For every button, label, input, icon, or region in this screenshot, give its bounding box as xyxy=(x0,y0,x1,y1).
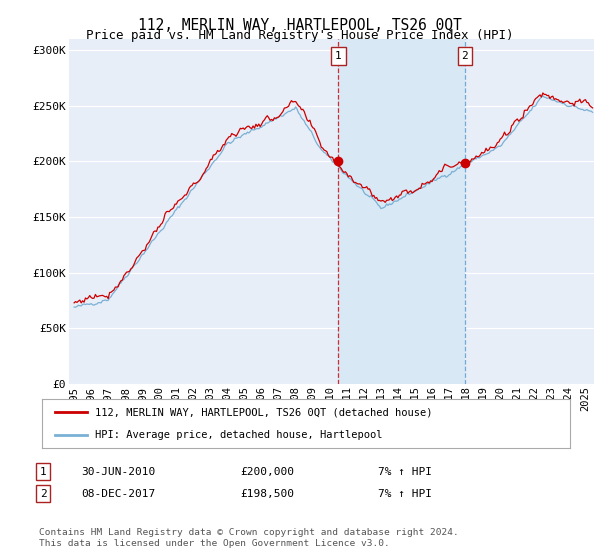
Text: £200,000: £200,000 xyxy=(240,466,294,477)
Text: 1: 1 xyxy=(40,466,47,477)
Bar xyxy=(338,39,465,384)
Text: Contains HM Land Registry data © Crown copyright and database right 2024.
This d: Contains HM Land Registry data © Crown c… xyxy=(39,528,459,548)
Text: £198,500: £198,500 xyxy=(240,489,294,499)
Text: 08-DEC-2017: 08-DEC-2017 xyxy=(81,489,155,499)
Text: Price paid vs. HM Land Registry's House Price Index (HPI): Price paid vs. HM Land Registry's House … xyxy=(86,29,514,42)
Text: HPI: Average price, detached house, Hartlepool: HPI: Average price, detached house, Hart… xyxy=(95,430,382,440)
Text: 7% ↑ HPI: 7% ↑ HPI xyxy=(378,489,432,499)
Text: 2: 2 xyxy=(40,489,47,499)
Text: 112, MERLIN WAY, HARTLEPOOL, TS26 0QT (detached house): 112, MERLIN WAY, HARTLEPOOL, TS26 0QT (d… xyxy=(95,407,432,417)
Text: 2: 2 xyxy=(461,51,468,61)
Text: 30-JUN-2010: 30-JUN-2010 xyxy=(81,466,155,477)
Text: 112, MERLIN WAY, HARTLEPOOL, TS26 0QT: 112, MERLIN WAY, HARTLEPOOL, TS26 0QT xyxy=(138,18,462,33)
Text: 1: 1 xyxy=(335,51,341,61)
Text: 7% ↑ HPI: 7% ↑ HPI xyxy=(378,466,432,477)
